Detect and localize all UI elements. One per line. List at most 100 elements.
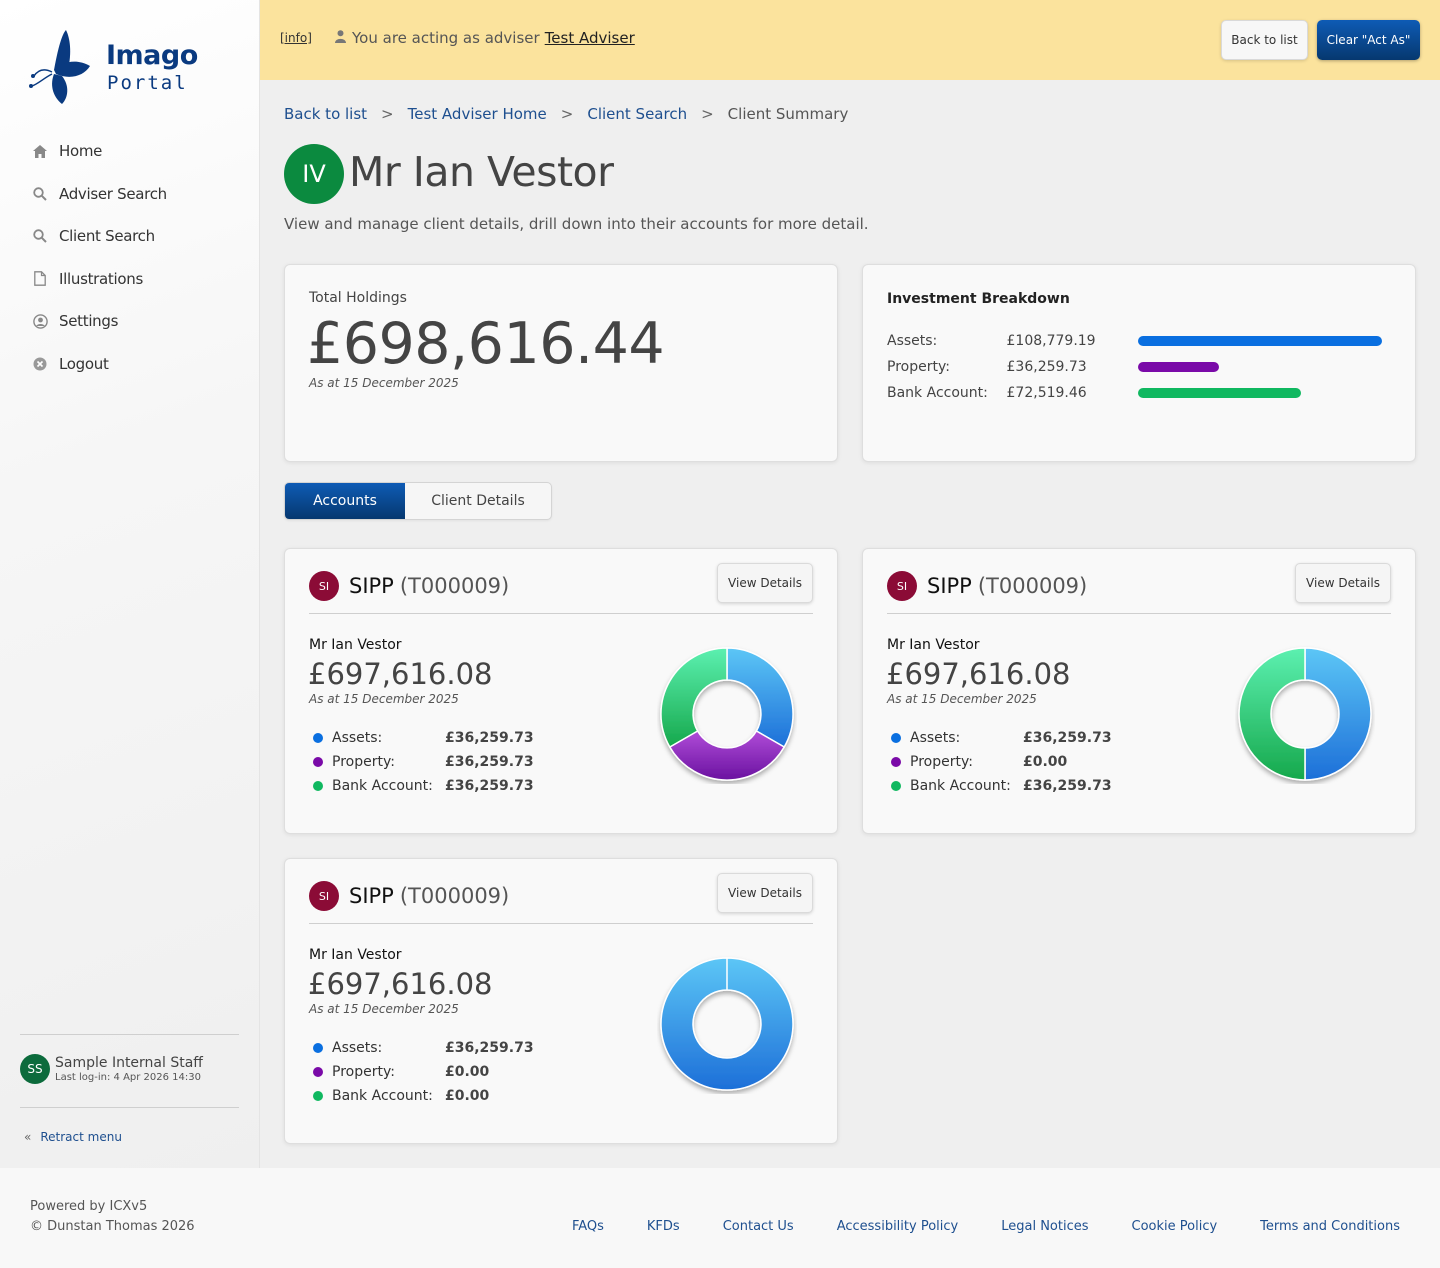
account-header: SI SIPP (T000009) bbox=[309, 571, 509, 601]
view-details-button[interactable]: View Details bbox=[717, 563, 813, 603]
view-details-button[interactable]: View Details bbox=[1295, 563, 1391, 603]
account-row-value: £36,259.73 bbox=[445, 730, 534, 746]
bank-dot bbox=[891, 781, 901, 791]
breakdown-bar-property bbox=[1137, 362, 1219, 372]
sidebar-item-label: Settings bbox=[59, 312, 119, 331]
breakdown-track bbox=[1137, 362, 1387, 372]
breakdown-row-property: Property: £36,259.73 bbox=[887, 357, 1387, 377]
double-chevron-left-icon: « bbox=[24, 1130, 32, 1144]
view-details-button[interactable]: View Details bbox=[717, 873, 813, 913]
breakdown-track bbox=[1137, 336, 1387, 346]
sidebar-item-illustrations[interactable]: Illustrations bbox=[20, 258, 240, 301]
sidebar-item-home[interactable]: Home bbox=[20, 130, 240, 173]
total-holdings-card: Total Holdings £698,616.44 As at 15 Dece… bbox=[284, 264, 838, 462]
sidebar: Imago Portal Home Adviser Search Client … bbox=[0, 0, 260, 1168]
breadcrumb-client-search[interactable]: Client Search bbox=[587, 105, 688, 123]
account-divider bbox=[309, 923, 813, 924]
retract-menu-button[interactable]: « Retract menu bbox=[24, 1130, 122, 1144]
search-icon bbox=[32, 228, 48, 244]
acting-as-message: You are acting as adviser Test Adviser bbox=[335, 29, 635, 47]
back-to-list-button[interactable]: Back to list bbox=[1221, 20, 1308, 60]
tab-accounts[interactable]: Accounts bbox=[285, 483, 405, 519]
sidebar-item-adviser-search[interactable]: Adviser Search bbox=[20, 173, 240, 216]
tab-client-details[interactable]: Client Details bbox=[431, 493, 525, 509]
sidebar-item-label: Adviser Search bbox=[59, 184, 167, 203]
footer-link-contact[interactable]: Contact Us bbox=[722, 1219, 794, 1234]
assets-dot bbox=[891, 733, 901, 743]
account-type: SIPP bbox=[349, 574, 394, 598]
clear-act-as-button[interactable]: Clear "Act As" bbox=[1317, 20, 1420, 60]
account-donut-chart bbox=[660, 957, 794, 1091]
account-holder: Mr Ian Vestor bbox=[309, 637, 402, 653]
account-code: (T000009) bbox=[399, 574, 510, 598]
footer-link-accessibility[interactable]: Accessibility Policy bbox=[836, 1219, 959, 1234]
account-type: SIPP bbox=[349, 884, 394, 908]
footer: Powered by ICXv5 © Dunstan Thomas 2026 F… bbox=[0, 1168, 1440, 1268]
breakdown-label: Property: bbox=[887, 359, 950, 375]
account-row-bank: Bank Account: £0.00 bbox=[313, 1086, 489, 1106]
account-row-assets: Assets: £36,259.73 bbox=[313, 728, 534, 748]
breakdown-value: £72,519.46 bbox=[1006, 385, 1087, 401]
account-badge: SI bbox=[309, 571, 339, 601]
account-value: £697,616.08 bbox=[308, 967, 493, 1001]
page-title: Mr Ian Vestor bbox=[349, 148, 614, 196]
account-code: (T000009) bbox=[399, 884, 510, 908]
account-card: SI SIPP (T000009) View Details Mr Ian Ve… bbox=[284, 858, 838, 1144]
copyright: © Dunstan Thomas 2026 bbox=[30, 1219, 195, 1234]
account-row-label: Assets: bbox=[910, 730, 961, 746]
account-divider bbox=[309, 613, 813, 614]
account-value: £697,616.08 bbox=[308, 657, 493, 691]
breadcrumb-separator: > bbox=[381, 105, 394, 123]
account-row-bank: Bank Account: £36,259.73 bbox=[891, 776, 1112, 796]
sidebar-divider bbox=[20, 1034, 239, 1035]
total-holdings-label: Total Holdings bbox=[309, 290, 407, 306]
breakdown-row-bank: Bank Account: £72,519.46 bbox=[887, 383, 1387, 403]
sidebar-item-client-search[interactable]: Client Search bbox=[20, 215, 240, 258]
client-avatar: IV bbox=[284, 144, 344, 204]
breakdown-value: £108,779.19 bbox=[1006, 333, 1096, 349]
sidebar-item-settings[interactable]: Settings bbox=[20, 300, 240, 343]
account-code: (T000009) bbox=[977, 574, 1088, 598]
user-avatar: SS bbox=[20, 1054, 50, 1084]
account-row-value: £36,259.73 bbox=[1023, 778, 1112, 794]
account-row-value: £36,259.73 bbox=[1023, 730, 1112, 746]
breakdown-bar-bank bbox=[1137, 388, 1301, 398]
account-header: SI SIPP (T000009) bbox=[309, 881, 509, 911]
account-type: SIPP bbox=[927, 574, 972, 598]
account-row-value: £36,259.73 bbox=[445, 1040, 534, 1056]
bank-dot bbox=[313, 1091, 323, 1101]
breadcrumb: Back to list > Test Adviser Home > Clien… bbox=[284, 105, 848, 123]
acting-as-text: You are acting as adviser bbox=[352, 29, 540, 47]
act-as-banner: [info] You are acting as adviser Test Ad… bbox=[260, 0, 1440, 80]
breadcrumb-separator: > bbox=[701, 105, 714, 123]
info-link[interactable]: [info] bbox=[280, 31, 312, 45]
account-row-property: Property: £0.00 bbox=[313, 1062, 489, 1082]
footer-link-terms[interactable]: Terms and Conditions bbox=[1260, 1219, 1400, 1234]
footer-link-cookie[interactable]: Cookie Policy bbox=[1131, 1219, 1218, 1234]
footer-link-legal[interactable]: Legal Notices bbox=[1001, 1219, 1089, 1234]
sidebar-item-label: Client Search bbox=[59, 227, 155, 246]
account-row-label: Assets: bbox=[332, 1040, 383, 1056]
account-divider bbox=[887, 613, 1391, 614]
sidebar-divider bbox=[20, 1107, 239, 1108]
sidebar-nav: Home Adviser Search Client Search Illust… bbox=[20, 130, 240, 385]
account-card: SI SIPP (T000009) View Details Mr Ian Ve… bbox=[284, 548, 838, 834]
property-dot bbox=[313, 757, 323, 767]
account-row-label: Bank Account: bbox=[332, 778, 433, 794]
home-icon bbox=[32, 143, 48, 159]
account-card: SI SIPP (T000009) View Details Mr Ian Ve… bbox=[862, 548, 1416, 834]
breadcrumb-adviser-home[interactable]: Test Adviser Home bbox=[407, 105, 547, 123]
sidebar-item-logout[interactable]: Logout bbox=[20, 343, 240, 386]
account-badge: SI bbox=[309, 881, 339, 911]
investment-breakdown-card: Investment Breakdown Assets: £108,779.19… bbox=[862, 264, 1416, 462]
account-badge: SI bbox=[887, 571, 917, 601]
footer-link-faqs[interactable]: FAQs bbox=[571, 1219, 604, 1234]
imago-portal-logo[interactable]: Imago Portal bbox=[28, 28, 198, 108]
account-row-label: Property: bbox=[332, 754, 395, 770]
acting-adviser-link[interactable]: Test Adviser bbox=[544, 29, 635, 47]
breadcrumb-back-to-list[interactable]: Back to list bbox=[284, 105, 368, 123]
assets-dot bbox=[313, 1043, 323, 1053]
account-date: As at 15 December 2025 bbox=[309, 692, 459, 706]
footer-link-kfds[interactable]: KFDs bbox=[646, 1219, 680, 1234]
logo-brand-name: Imago bbox=[106, 40, 198, 71]
